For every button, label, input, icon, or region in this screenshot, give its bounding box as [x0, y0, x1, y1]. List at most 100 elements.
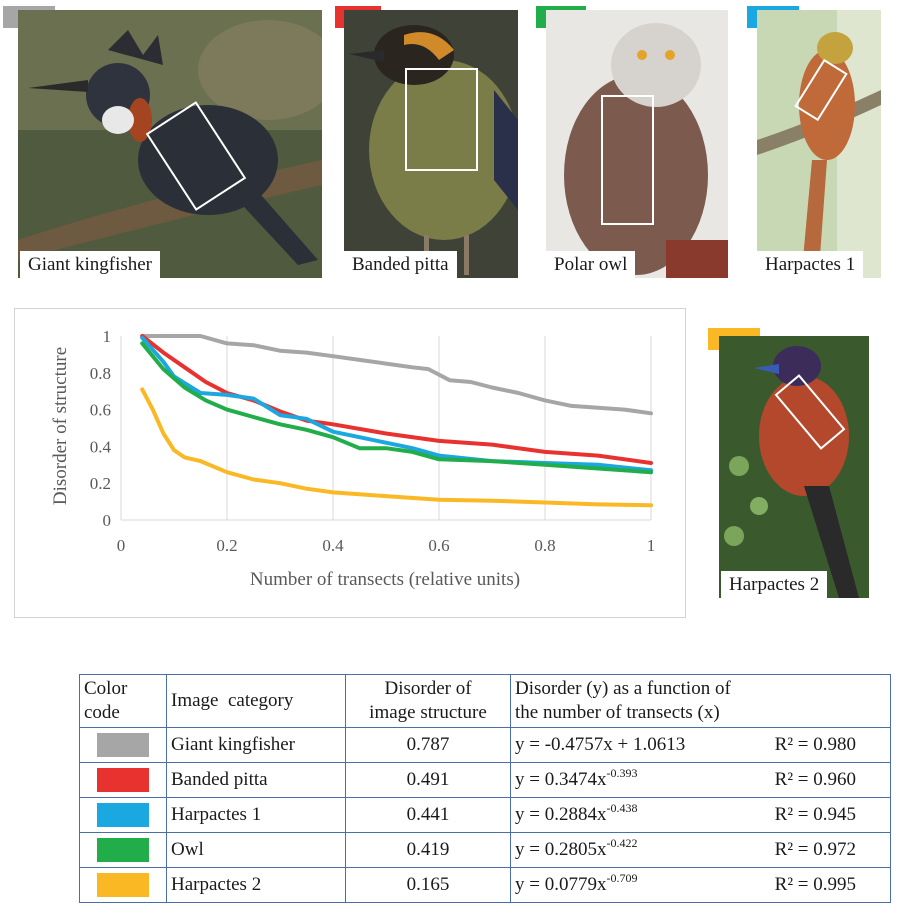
disorder-value-cell: 0.165: [345, 867, 511, 903]
pitta-image: [344, 10, 518, 278]
color-code-cell: [79, 867, 167, 903]
equation: y = 0.2884x-0.438: [515, 801, 638, 826]
caption-banded-pitta: Banded pitta: [344, 251, 457, 278]
x-tick-label: 0.2: [216, 536, 237, 555]
equation-base: y = 0.3474x: [515, 769, 607, 790]
color-code-cell: [79, 762, 167, 798]
equation: y = 0.0779x-0.709: [515, 871, 638, 896]
disorder-value-cell: 0.419: [345, 832, 511, 868]
disorder-value-cell: 0.491: [345, 762, 511, 798]
series-line-harpactes-2: [140, 387, 653, 508]
color-code-swatch: [97, 803, 149, 827]
equation-cell: y = 0.2884x-0.438 R² = 0.945: [510, 797, 891, 833]
header-disorder-line2: image structure: [369, 702, 487, 723]
x-tick-label: 0.6: [428, 536, 449, 555]
header-color-code-line1: Color: [84, 678, 128, 699]
table-row: Harpactes 1 0.441 y = 0.2884x-0.438 R² = 0.…: [79, 797, 891, 833]
x-tick-label: 1: [647, 536, 656, 555]
r-squared: R² = 0.960: [774, 769, 856, 790]
header-function-line2: the number of transects (x): [515, 702, 720, 723]
header-color-code-line2: code: [84, 702, 120, 723]
header-category: Image category: [166, 674, 346, 728]
r-squared: R² = 0.980: [774, 734, 856, 755]
equation-cell: y = 0.2805x-0.422 R² = 0.972: [510, 832, 891, 868]
harpactes-2-image: [719, 336, 869, 598]
y-tick-label: 0.8: [90, 364, 111, 383]
y-tick-label: 1: [103, 327, 112, 346]
header-color-code: Color code: [79, 674, 167, 728]
category-cell: Harpactes 1: [166, 797, 346, 833]
table-row: Harpactes 2 0.165 y = 0.0779x-0.709 R² = 0.…: [79, 867, 891, 903]
r-squared: R² = 0.972: [774, 839, 856, 860]
series-line-giant-kingfisher: [140, 334, 653, 416]
category-cell: Banded pitta: [166, 762, 346, 798]
table-header-row: Color code Image category Disorder of im…: [79, 674, 891, 728]
equation-exponent: -0.709: [606, 871, 638, 885]
disorder-value-cell: 0.787: [345, 727, 511, 763]
y-tick-label: 0.6: [90, 401, 111, 420]
table-row: Banded pitta 0.491 y = 0.3474x-0.393 R² = 0…: [79, 762, 891, 798]
color-code-swatch: [97, 768, 149, 792]
x-tick-label: 0.8: [534, 536, 555, 555]
equation-base: y = 0.2884x: [515, 804, 607, 825]
equation: y = -0.4757x + 1.0613: [515, 734, 685, 756]
selection-box-pitta: [405, 68, 478, 171]
x-tick-label: 0: [117, 536, 126, 555]
chart-frame: 0 0.2 0.4 0.6 0.8 1 0 0.2 0.4 0.6 0.8 1 Number of …: [14, 308, 686, 618]
x-axis-title: Number of transects (relative units): [250, 569, 520, 590]
table-body: Giant kingfisher 0.787 y = -0.4757x + 1.06…: [79, 727, 891, 903]
results-table: Color code Image category Disorder of im…: [79, 674, 891, 903]
color-code-swatch: [97, 838, 149, 862]
equation-exponent: -0.438: [606, 801, 638, 815]
equation-exponent: -0.422: [606, 836, 638, 850]
equation-base: y = 0.0779x: [515, 874, 607, 895]
caption-polar-owl: Polar owl: [546, 251, 636, 278]
equation-exponent: -0.393: [606, 766, 638, 780]
kingfisher-image: [18, 10, 322, 278]
owl-image: [546, 10, 728, 278]
color-code-swatch: [97, 873, 149, 897]
x-tick-label: 0.4: [322, 536, 344, 555]
photo-harpactes-1: Harpactes 1: [757, 10, 881, 278]
series-lines: [140, 334, 653, 508]
r-squared: R² = 0.945: [774, 804, 856, 825]
r-squared: R² = 0.995: [774, 874, 856, 895]
tick-labels: 0 0.2 0.4 0.6 0.8 1: [90, 327, 112, 530]
y-axis-title: Disorder of structure: [50, 347, 71, 505]
header-disorder: Disorder of image structure: [345, 674, 511, 728]
color-code-cell: [79, 797, 167, 833]
table-row: Giant kingfisher 0.787 y = -0.4757x + 1.06…: [79, 727, 891, 763]
equation-base: y = 0.2805x: [515, 839, 607, 860]
category-cell: Harpactes 2: [166, 867, 346, 903]
color-code-cell: [79, 727, 167, 763]
equation-cell: y = 0.0779x-0.709 R² = 0.995: [510, 867, 891, 903]
equation-base: y = -0.4757x + 1.0613: [515, 734, 686, 755]
grid-lines: 0 0.2 0.4 0.6 0.8 1: [117, 336, 656, 555]
y-tick-label: 0: [103, 511, 112, 530]
equation-cell: y = 0.3474x-0.393 R² = 0.960: [510, 762, 891, 798]
equation: y = 0.2805x-0.422: [515, 836, 638, 861]
photo-giant-kingfisher: Giant kingfisher: [18, 10, 322, 278]
category-cell: Giant kingfisher: [166, 727, 346, 763]
y-tick-label: 0.2: [90, 474, 111, 493]
category-cell: Owl: [166, 832, 346, 868]
y-tick-label: 0.4: [90, 437, 112, 456]
photo-harpactes-2: Harpactes 2: [719, 336, 869, 598]
selection-box-owl: [601, 95, 654, 225]
header-disorder-line1: Disorder of: [384, 678, 472, 699]
series-line-owl: [140, 341, 653, 475]
color-code-cell: [79, 832, 167, 868]
caption-harpactes-2: Harpactes 2: [721, 571, 828, 598]
harpactes-1-image: [757, 10, 881, 278]
color-code-swatch: [97, 733, 149, 757]
header-function: Disorder (y) as a function of the number…: [510, 674, 891, 728]
disorder-value-cell: 0.441: [345, 797, 511, 833]
equation: y = 0.3474x-0.393: [515, 766, 638, 791]
caption-giant-kingfisher: Giant kingfisher: [20, 251, 161, 278]
header-function-line1: Disorder (y) as a function of: [515, 678, 731, 699]
equation-cell: y = -0.4757x + 1.0613 R² = 0.980: [510, 727, 891, 763]
photo-polar-owl: Polar owl: [546, 10, 728, 278]
photo-banded-pitta: Banded pitta: [344, 10, 518, 278]
line-chart: 0 0.2 0.4 0.6 0.8 1 0 0.2 0.4 0.6 0.8 1 Number of …: [50, 327, 656, 590]
caption-harpactes-1: Harpactes 1: [757, 251, 864, 278]
